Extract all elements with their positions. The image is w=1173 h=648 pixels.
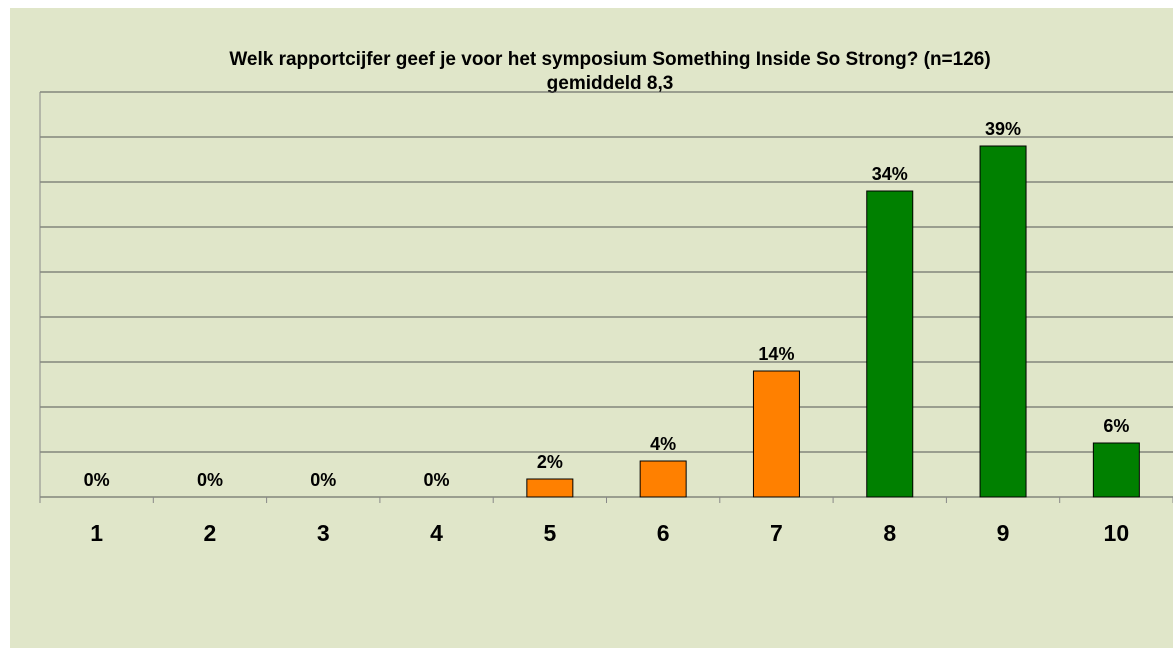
x-tick-label: 8 bbox=[883, 520, 896, 546]
bar bbox=[1092, 442, 1140, 498]
data-label: 2% bbox=[537, 452, 563, 472]
x-tick-label: 4 bbox=[430, 520, 443, 546]
x-tick-label: 2 bbox=[204, 520, 217, 546]
x-tick-label: 1 bbox=[90, 520, 103, 546]
data-label: 14% bbox=[758, 344, 794, 364]
data-label: 0% bbox=[424, 470, 450, 490]
data-label: 34% bbox=[872, 164, 908, 184]
x-tick-label: 5 bbox=[543, 520, 556, 546]
x-tick-label: 10 bbox=[1104, 520, 1130, 546]
data-label: 4% bbox=[650, 434, 676, 454]
data-label: 6% bbox=[1103, 416, 1129, 436]
x-tick-label: 7 bbox=[770, 520, 783, 546]
background bbox=[10, 8, 1173, 648]
bar bbox=[639, 460, 687, 498]
data-label: 0% bbox=[84, 470, 110, 490]
bar bbox=[866, 190, 914, 498]
data-label: 0% bbox=[197, 470, 223, 490]
bar bbox=[526, 478, 574, 498]
data-label: 0% bbox=[310, 470, 336, 490]
data-label: 39% bbox=[985, 119, 1021, 139]
x-tick-label: 3 bbox=[317, 520, 330, 546]
x-tick-label: 9 bbox=[997, 520, 1010, 546]
bar bbox=[979, 145, 1027, 498]
bar bbox=[752, 370, 800, 498]
chart-subtitle: gemiddeld 8,3 bbox=[547, 73, 674, 94]
chart-title: Welk rapportcijfer geef je voor het symp… bbox=[229, 49, 990, 70]
x-tick-label: 6 bbox=[657, 520, 670, 546]
